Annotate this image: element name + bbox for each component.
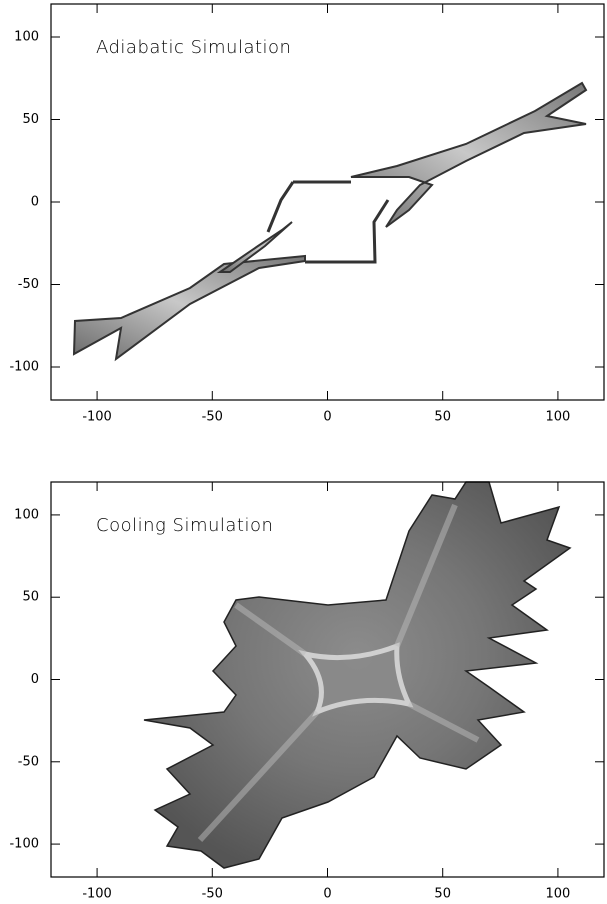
x-tick-label: 0 [323, 410, 331, 425]
panel-title: Cooling Simulation [96, 515, 273, 536]
cooling-image [143, 481, 572, 869]
x-tick-label: -100 [82, 887, 112, 901]
y-tick-label: -50 [18, 754, 39, 769]
y-tick-label: 0 [31, 195, 39, 210]
x-tick-label: 50 [434, 887, 451, 901]
y-tick-label: 100 [14, 30, 39, 45]
y-tick-label: 0 [31, 672, 39, 687]
x-tick-label: 0 [323, 887, 331, 901]
x-tick-label: 50 [434, 410, 451, 425]
y-tick-label: 50 [22, 112, 39, 127]
y-tick-label: 50 [22, 590, 39, 605]
x-tick-label: 100 [546, 887, 571, 901]
panel-title: Adiabatic Simulation [96, 37, 291, 58]
y-tick-label: -50 [18, 277, 39, 292]
y-tick-label: -100 [9, 360, 39, 375]
x-tick-label: -50 [202, 887, 223, 901]
y-tick-label: 100 [14, 507, 39, 522]
x-tick-label: -50 [202, 410, 223, 425]
x-tick-label: -100 [82, 410, 112, 425]
x-tick-label: 100 [546, 410, 571, 425]
y-tick-label: -100 [9, 837, 39, 852]
adiabatic-image [72, 81, 588, 362]
